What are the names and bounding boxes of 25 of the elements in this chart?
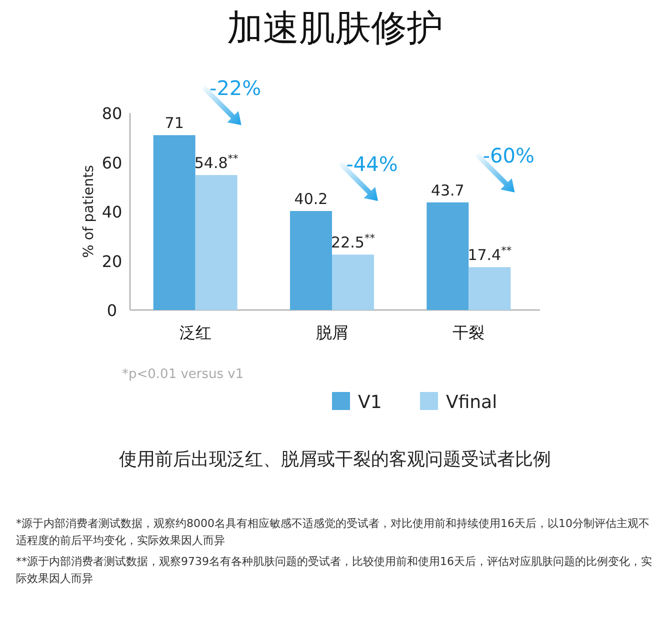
y-tick-label: 0 [106, 301, 118, 320]
annotation: -60% [482, 143, 535, 168]
chart-title: 加速肌肤修护 [227, 8, 443, 49]
data-label: 71 [164, 114, 184, 132]
text: 使用前后出现泛红、脱屑或干裂的客观问题受试者比例 [119, 449, 551, 470]
text: **源于内部消费者测试数据，观察9739名有各种肌肤问题的受试者，比较使用前和使用16天后，评估对应肌肤问题的比例变化，实际效果因人而异 [16, 554, 653, 587]
text: *p<0.01 versus v1 [122, 367, 244, 382]
x-tick-label: 泛红 [179, 323, 212, 342]
x-tick-label: 脱屑 [316, 323, 348, 342]
y-tick-label: 60 [102, 153, 122, 172]
data-label: 54.8$^{**}$ [194, 153, 238, 172]
y-tick-label: 80 [102, 104, 122, 123]
y-tick-label: 40 [102, 202, 122, 222]
y-tick-label: 20 [102, 252, 122, 271]
annotation: -44% [346, 152, 398, 176]
data-label: 17.4$^{**}$ [468, 245, 512, 264]
legend-label: V1 [358, 392, 382, 413]
x-tick-label: 干裂 [452, 323, 485, 342]
data-label: 43.7 [430, 181, 464, 200]
data-label: 22.5$^{**}$ [331, 232, 375, 252]
y-axis-title: % of patients [81, 165, 97, 258]
text: *源于内部消费者测试数据，观察约8000名具有相应敏感不适感觉的受试者，对比使用前和持续使用16天后，以10分制评估主观不适程度的前后平均变化，实际效果因人而异 [16, 516, 650, 549]
data-label: 40.2 [294, 190, 328, 208]
text: -22% [209, 76, 262, 100]
legend-label: Vfinal [446, 392, 498, 413]
